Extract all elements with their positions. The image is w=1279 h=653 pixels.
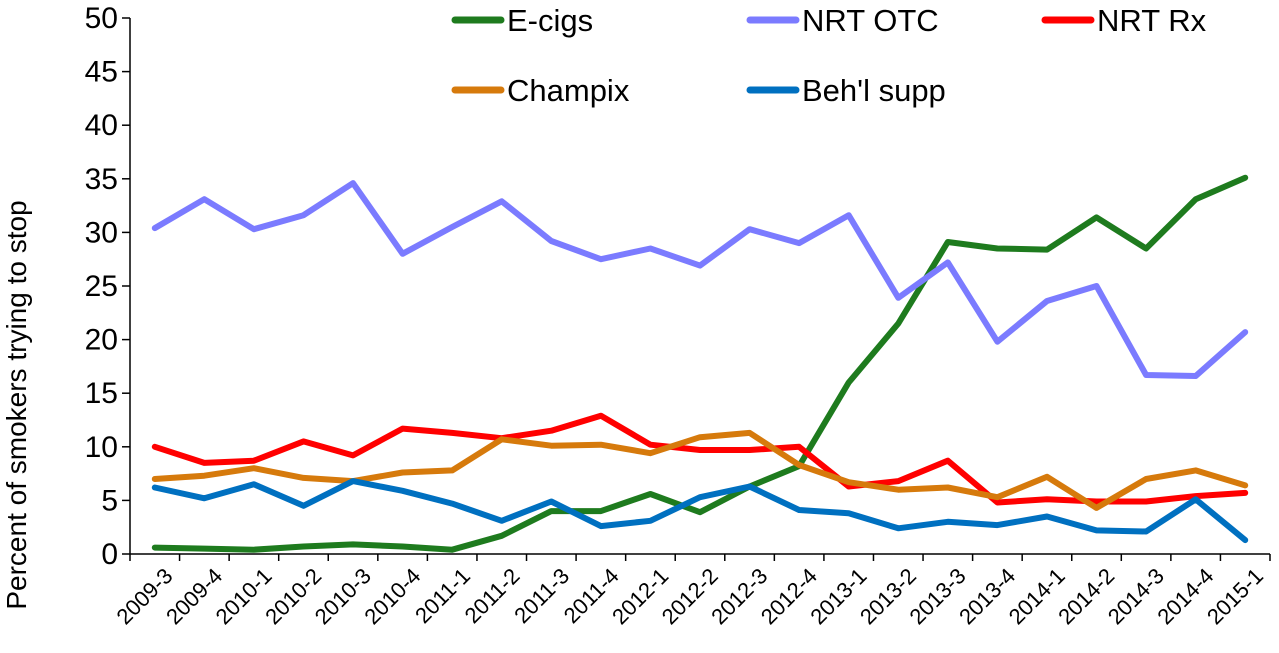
y-tick-label: 35 (85, 163, 118, 196)
y-tick-label: 20 (85, 324, 118, 357)
y-tick-label: 10 (85, 431, 118, 464)
y-tick-label: 25 (85, 270, 118, 303)
y-axis-label: Percent of smokers trying to stop (1, 200, 32, 609)
y-tick-label: 30 (85, 216, 118, 249)
legend: E-cigs NRT OTC NRT Rx Champix Beh'l supp (451, 3, 1207, 108)
series-line-nrt-rx (151, 412, 1249, 506)
x-tick-label: 2015-1 (1202, 563, 1268, 629)
legend-label-nrt-rx: NRT Rx (1097, 3, 1207, 38)
legend-label-beh-l-supp: Beh'l supp (802, 73, 946, 108)
y-tick-label: 45 (85, 56, 118, 89)
y-tick-label: 15 (85, 377, 118, 410)
y-tick-label: 50 (85, 2, 118, 35)
legend-label-champix: Champix (507, 73, 630, 108)
series-group (151, 174, 1249, 553)
x-tick-group: 2009-32009-42010-12010-22010-32010-42011… (112, 554, 1271, 629)
series-line-champix (151, 429, 1249, 511)
series-line-beh-l-supp (151, 478, 1249, 544)
y-tick-group: 0 5 10 15 20 25 30 35 40 45 50 (85, 2, 130, 571)
legend-label-nrt-otc: NRT OTC (802, 3, 939, 38)
series-line-e-cigs (151, 174, 1249, 553)
y-tick-label: 40 (85, 109, 118, 142)
x-tick-label: 2011-3 (509, 563, 574, 628)
y-tick-label: 5 (101, 484, 118, 517)
series-line-nrt-otc (151, 180, 1249, 379)
x-tick-label: 2011-2 (460, 563, 525, 628)
x-tick-label: 2010-4 (359, 563, 425, 629)
x-tick-label: 2011-1 (410, 563, 475, 628)
legend-label-e-cigs: E-cigs (507, 3, 593, 38)
y-tick-label: 0 (101, 538, 118, 571)
